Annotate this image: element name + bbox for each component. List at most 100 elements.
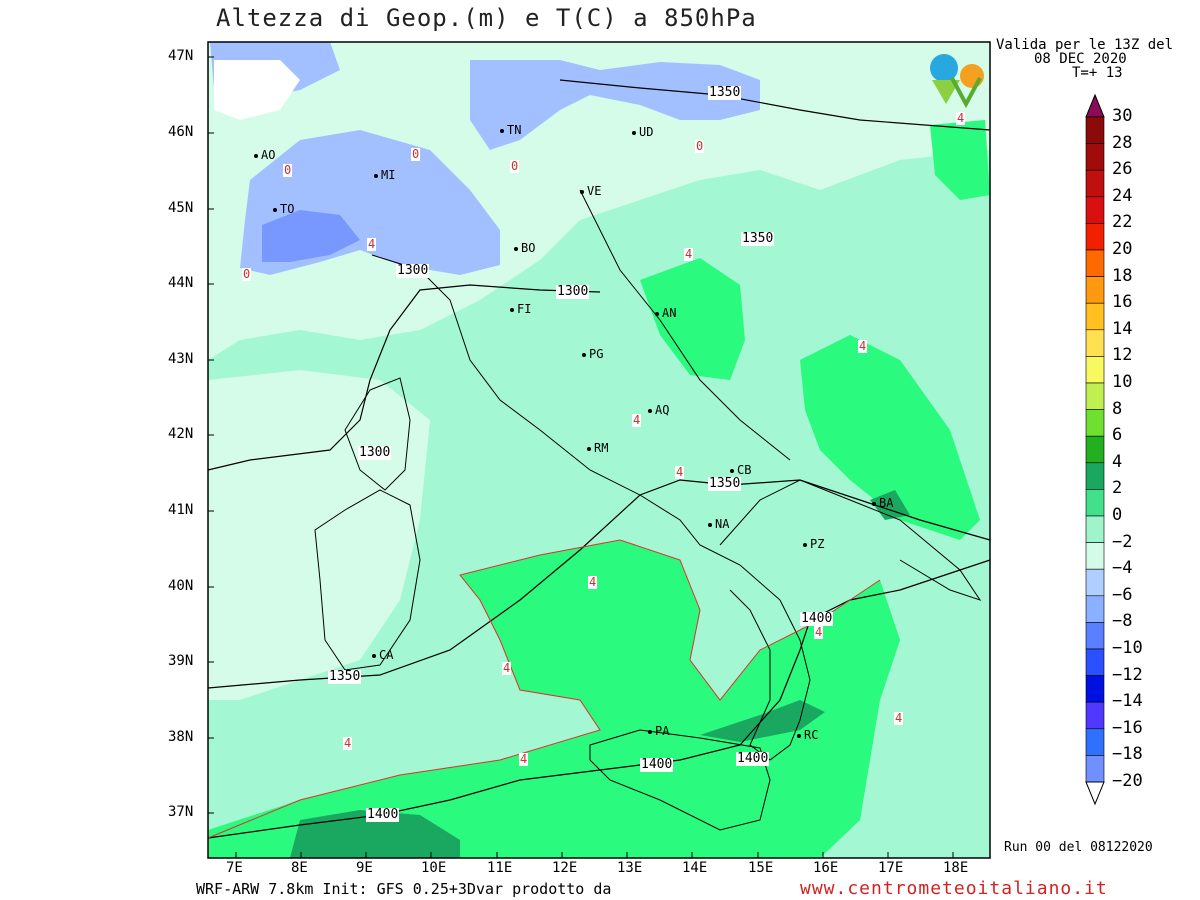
colorbar-value-label: −4 — [1112, 558, 1133, 579]
city-dot — [510, 307, 514, 312]
colorbar-swatch — [1085, 196, 1105, 224]
colorbar-value-label: −16 — [1112, 717, 1143, 738]
longitude-label: 9E — [356, 860, 373, 876]
city-dot — [655, 311, 659, 316]
city-name: RC — [804, 728, 819, 742]
colorbar-swatch — [1085, 701, 1105, 730]
city-marker: NA — [708, 517, 729, 531]
temp-band-4-6-adriatic — [640, 258, 745, 380]
coastline-sicily — [589, 729, 771, 831]
temp-band-6-8-patch-1 — [290, 810, 460, 858]
city-name: AN — [662, 306, 677, 320]
latitude-label: 46N — [168, 124, 194, 140]
temperature-contour-label: 4 — [632, 413, 642, 427]
latitude-label: 37N — [168, 804, 194, 820]
colorbar-value-label: −18 — [1112, 744, 1143, 765]
colorbar-swatch — [1085, 648, 1105, 676]
latitude-label: 44N — [168, 275, 194, 291]
longitude-label: 17E — [878, 860, 904, 876]
colorbar-swatch — [1085, 382, 1105, 410]
city-marker: PZ — [803, 537, 824, 551]
city-marker: VE — [580, 184, 601, 198]
temperature-contour-4 — [207, 539, 881, 839]
colorbar-swatch — [1085, 595, 1105, 623]
longitude-label: 12E — [552, 860, 578, 876]
city-dot — [708, 522, 712, 527]
city-name: PA — [655, 724, 670, 738]
geopotential-contour-label: 1350 — [708, 476, 742, 491]
city-dot — [374, 173, 378, 178]
validity-date: 08 DEC 2020 — [1034, 51, 1127, 67]
colorbar-swatch — [1085, 143, 1105, 171]
colorbar-value-label: 8 — [1112, 398, 1123, 419]
colorbar-swatch — [1085, 568, 1105, 597]
city-name: TO — [280, 202, 295, 216]
city-marker: MI — [374, 168, 395, 182]
colorbar-value-label: −14 — [1112, 691, 1143, 712]
geopotential-contour-label: 1350 — [708, 85, 742, 100]
geopotential-contour-label: 1300 — [556, 284, 590, 299]
city-name: CB — [737, 463, 752, 477]
city-marker: CB — [730, 463, 751, 477]
temp-band-4-6-balkans — [930, 120, 990, 200]
city-name: BA — [879, 496, 894, 510]
city-dot — [254, 153, 258, 158]
centro-meteo-logo — [930, 54, 984, 108]
city-dot — [273, 207, 277, 212]
city-marker: AN — [655, 306, 676, 320]
city-dot — [372, 653, 376, 658]
axis-ticks — [208, 56, 954, 858]
colorbar-swatch — [1085, 462, 1105, 490]
colorbar-swatch — [1085, 116, 1105, 144]
geopotential-contour-1350-north — [559, 79, 991, 131]
city-name: UD — [639, 125, 654, 139]
colorbar-swatch — [1085, 515, 1105, 543]
colorbar-value-label: −6 — [1112, 584, 1133, 605]
city-marker: FI — [510, 302, 531, 316]
longitude-label: 15E — [748, 860, 774, 876]
run-info: Run 00 del 08122020 — [1004, 840, 1153, 855]
temp-band-below-0-alps — [470, 60, 760, 150]
colorbar-swatch — [1085, 302, 1105, 331]
colorbar-value-label: 22 — [1112, 212, 1133, 233]
colorbar-bottom-arrow — [1085, 781, 1105, 806]
colorbar-value-label: 20 — [1112, 239, 1133, 259]
colorbar-value-label: −10 — [1112, 638, 1143, 658]
longitude-label: 13E — [617, 860, 643, 876]
longitude-label: 10E — [421, 860, 447, 876]
colorbar-swatch — [1085, 435, 1105, 464]
city-dot — [500, 128, 504, 133]
colorbar-swatch — [1085, 356, 1105, 384]
colorbar-value-label: 16 — [1112, 292, 1133, 313]
city-dot — [730, 468, 734, 473]
latitude-label: 43N — [168, 351, 194, 367]
city-marker: BO — [514, 241, 535, 255]
colorbar-value-label: 2 — [1112, 478, 1123, 499]
city-dot — [797, 733, 801, 738]
map-frame — [207, 41, 991, 859]
colorbar-swatch — [1085, 169, 1105, 198]
temperature-contour-label: 4 — [814, 625, 824, 639]
colorbar-value-label: −2 — [1112, 531, 1133, 552]
temperature-contour-label: 4 — [894, 711, 904, 725]
colorbar-value-label: 26 — [1112, 159, 1133, 180]
city-dot — [803, 542, 807, 547]
colorbar-value-label: 0 — [1112, 505, 1123, 525]
temperature-contour-label: 0 — [242, 267, 252, 281]
city-dot — [587, 446, 591, 451]
longitude-label: 16E — [813, 860, 839, 876]
temperature-contour-label: 4 — [502, 661, 512, 675]
city-name: FI — [517, 302, 532, 316]
city-dot — [582, 352, 586, 357]
map-title: Altezza di Geop.(m) e T(C) a 850hPa — [216, 4, 757, 32]
geopotential-contour-label: 1400 — [800, 611, 834, 626]
longitude-label: 7E — [226, 860, 243, 876]
city-dot — [648, 729, 652, 734]
website-link[interactable]: www.centrometeoitaliano.it — [800, 878, 1108, 899]
city-marker: RM — [587, 441, 608, 455]
colorbar-value-label: 6 — [1112, 425, 1123, 446]
city-name: VE — [587, 184, 602, 198]
temperature-contour-label: 4 — [519, 752, 529, 766]
colorbar-value-label: −20 — [1112, 771, 1143, 791]
model-info: WRF-ARW 7.8km Init: GFS 0.25+3Dvar prodo… — [196, 880, 612, 898]
